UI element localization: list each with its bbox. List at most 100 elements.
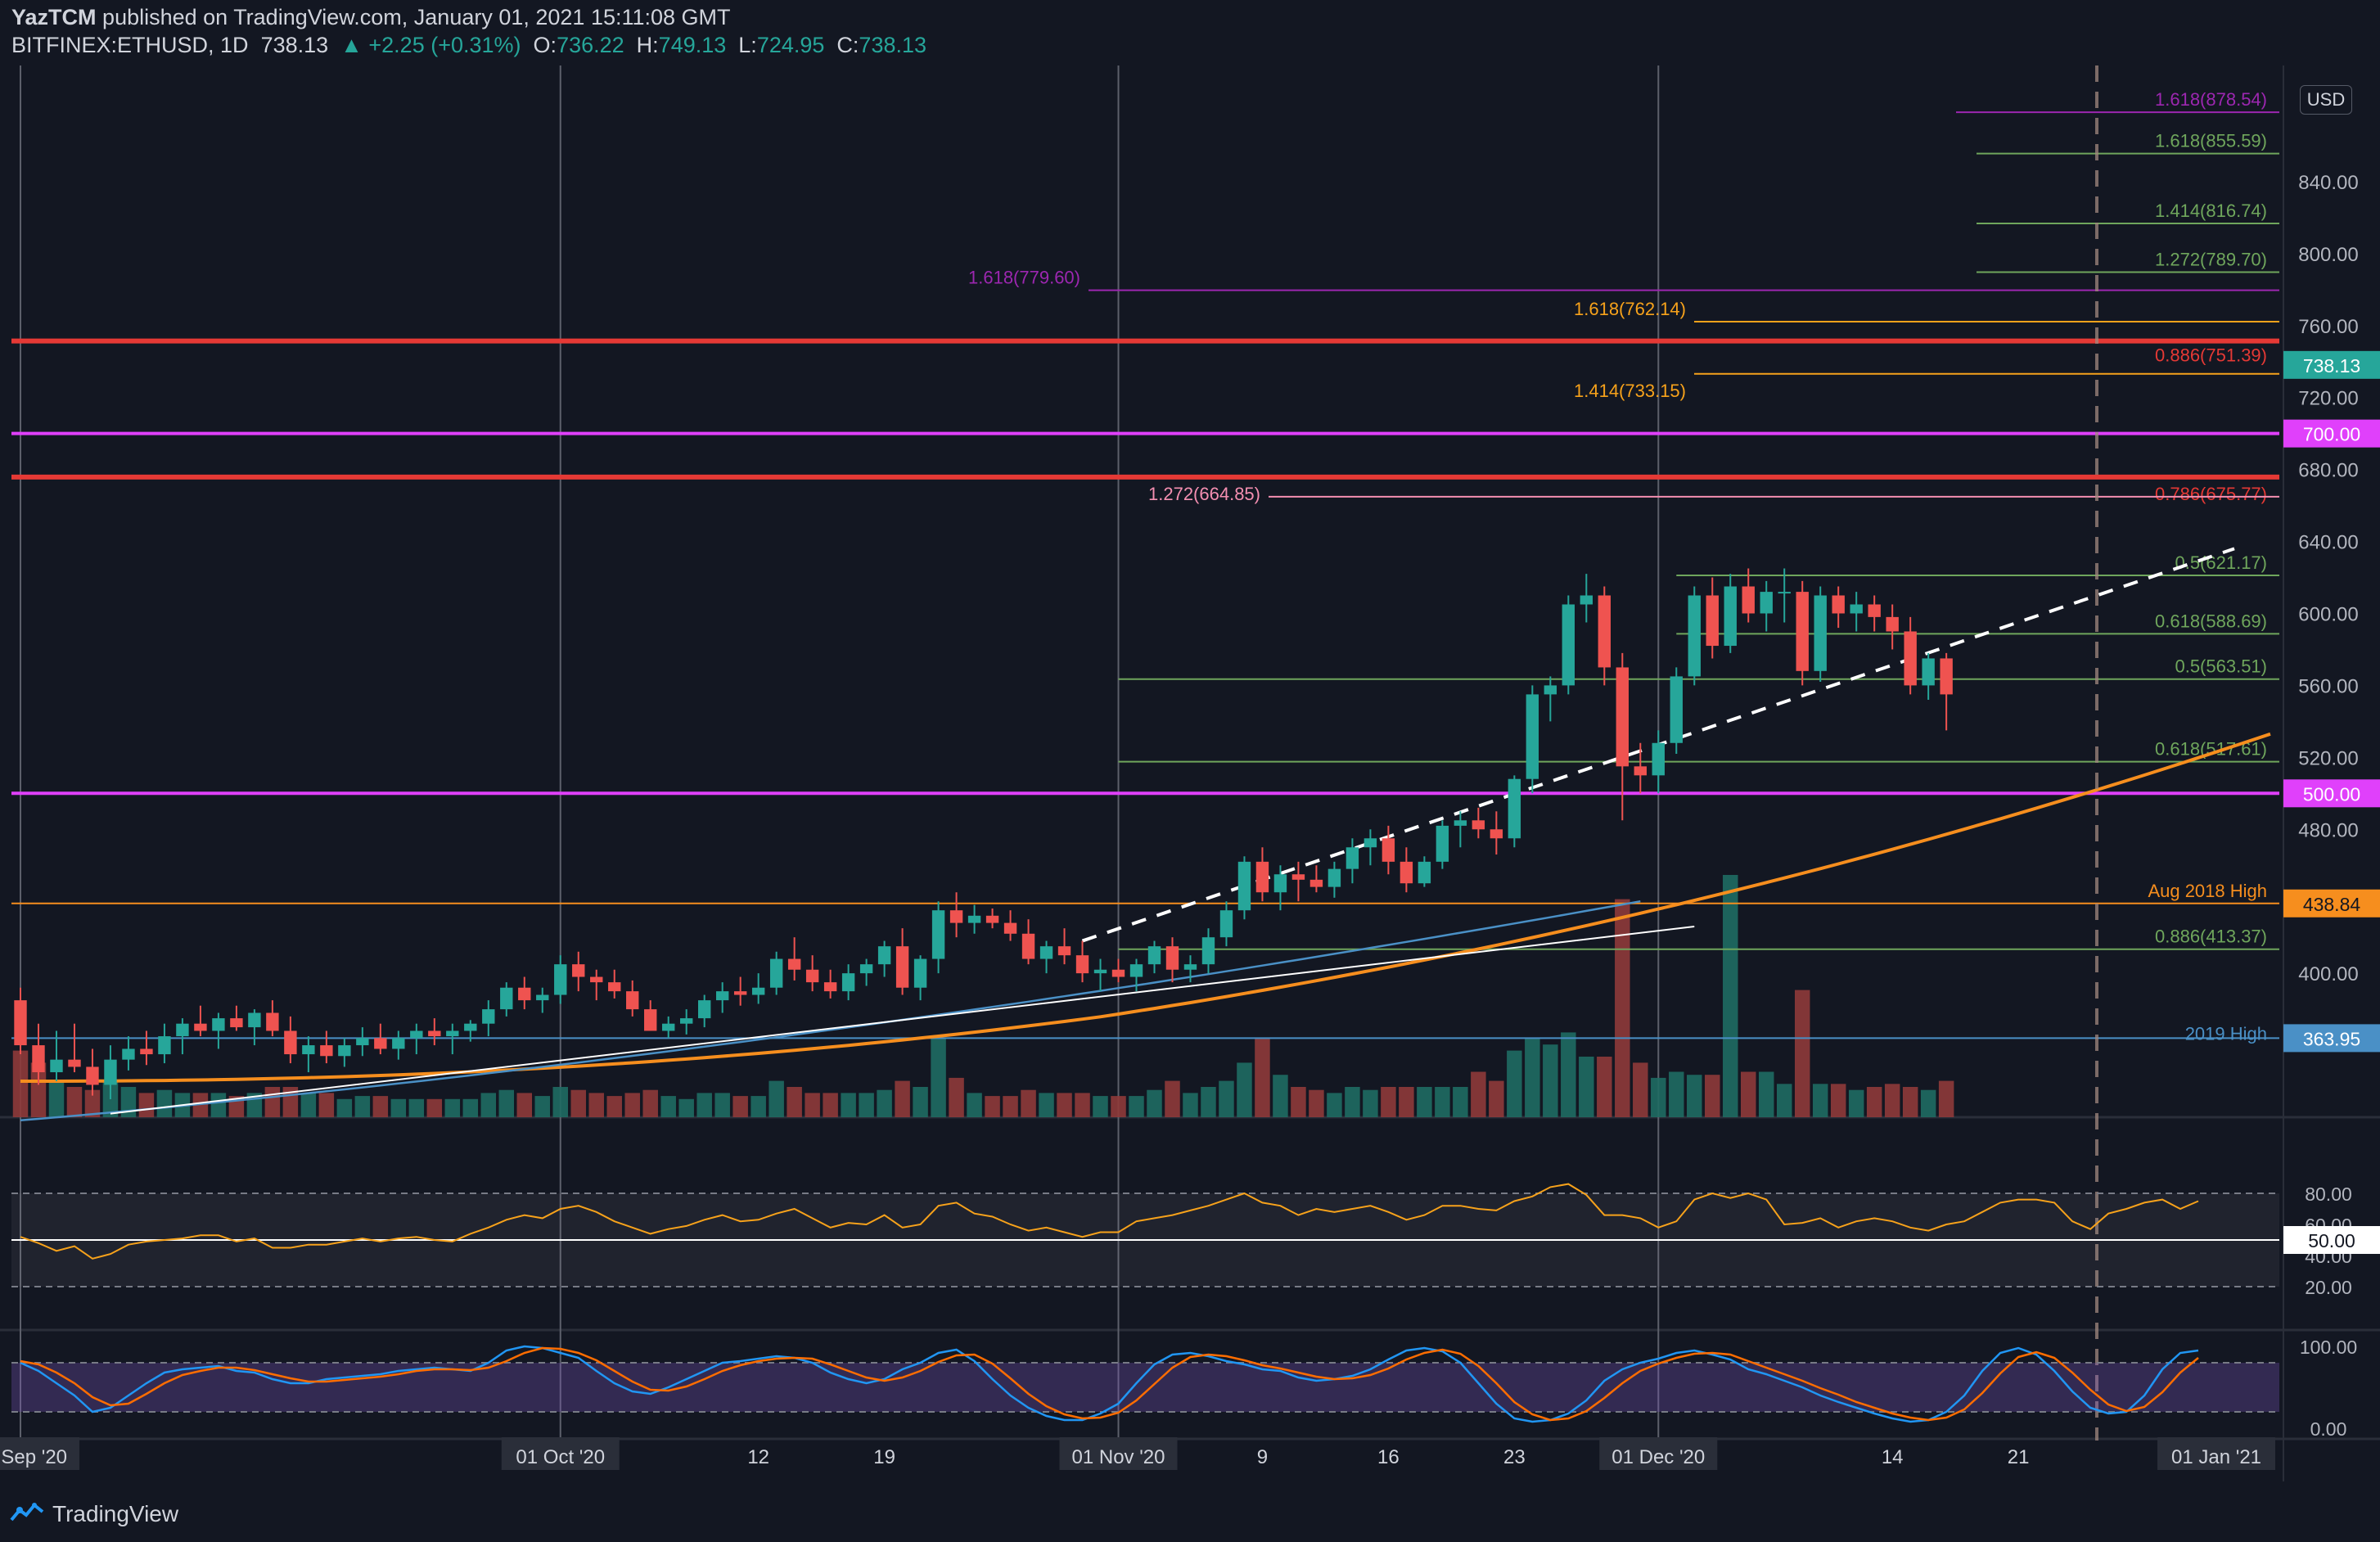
volume-bar bbox=[1273, 1075, 1288, 1117]
volume-bar bbox=[967, 1093, 982, 1117]
close-label: C: bbox=[836, 33, 859, 57]
candle-body bbox=[1580, 595, 1593, 605]
candle-body bbox=[446, 1030, 459, 1037]
publisher-name[interactable]: YazTCM bbox=[11, 5, 97, 29]
low-label: L: bbox=[738, 33, 757, 57]
candle-body bbox=[122, 1048, 135, 1060]
sma100-line bbox=[20, 732, 2271, 1083]
volume-bar bbox=[534, 1096, 551, 1117]
volume-bar bbox=[210, 1093, 227, 1117]
currency-button[interactable]: USD bbox=[2300, 85, 2352, 115]
candle-body bbox=[1652, 742, 1665, 776]
volume-bar bbox=[84, 1089, 101, 1117]
candle-body bbox=[32, 1045, 45, 1073]
sma200-line bbox=[20, 900, 1641, 1122]
volume-bar bbox=[1687, 1075, 1702, 1117]
published-text: published on TradingView.com, January 01… bbox=[102, 5, 731, 29]
candle-body bbox=[1796, 592, 1809, 671]
candle-body bbox=[1940, 658, 1953, 695]
candle-body bbox=[1922, 658, 1935, 686]
fib-level-label: 1.618(762.14) bbox=[1574, 299, 1686, 319]
volume-bar bbox=[1237, 1062, 1252, 1117]
candle-body bbox=[1255, 861, 1269, 893]
price-tag-label: 363.95 bbox=[2303, 1028, 2360, 1049]
candle-body bbox=[1219, 910, 1233, 938]
volume-bar bbox=[1848, 1089, 1864, 1117]
time-tag bbox=[2157, 1437, 2276, 1470]
candle-body bbox=[14, 1000, 27, 1046]
price-tick-label: 600.00 bbox=[2298, 603, 2358, 625]
volume-bar bbox=[1183, 1093, 1198, 1117]
candle-body bbox=[1508, 778, 1521, 839]
volume-bar bbox=[192, 1093, 209, 1117]
candle-body bbox=[1165, 946, 1179, 970]
fib-level-label: 1.414(733.15) bbox=[1574, 381, 1686, 401]
candle-body bbox=[733, 991, 747, 995]
candle-body bbox=[482, 1009, 495, 1024]
candle-body bbox=[1400, 861, 1413, 884]
candle-body bbox=[805, 969, 819, 983]
fib-level-label: 0.786(675.77) bbox=[2155, 484, 2267, 504]
symbol-legend: BITFINEX:ETHUSD, 1D 738.13 ▲ +2.25 (+0.3… bbox=[11, 33, 926, 58]
candle-body bbox=[1201, 937, 1215, 965]
fib-level-label: 0.886(751.39) bbox=[2155, 345, 2267, 366]
candle-body bbox=[1760, 592, 1773, 614]
fib-level-label: 1.272(789.70) bbox=[2155, 249, 2267, 269]
volume-bar bbox=[1147, 1089, 1162, 1117]
time-axis-label: 14 bbox=[1882, 1446, 1904, 1468]
volume-bar bbox=[66, 1087, 83, 1117]
candle-body bbox=[680, 1018, 693, 1024]
volume-bar bbox=[1111, 1096, 1126, 1117]
candle-body bbox=[931, 910, 945, 959]
volume-bar bbox=[1363, 1089, 1378, 1117]
price-tag-label: 700.00 bbox=[2303, 424, 2360, 445]
volume-bar bbox=[1866, 1087, 1882, 1117]
candle-body bbox=[949, 910, 963, 923]
tradingview-brand[interactable]: TradingView bbox=[10, 1501, 178, 1527]
candle-body bbox=[967, 915, 981, 923]
volume-bar bbox=[823, 1093, 838, 1117]
volume-bar bbox=[678, 1098, 694, 1117]
candle-body bbox=[1526, 694, 1539, 779]
fib-level-label: 2019 High bbox=[2185, 1023, 2267, 1044]
close-value: 738.13 bbox=[859, 33, 927, 57]
price-tick-label: 640.00 bbox=[2298, 532, 2358, 554]
candle-body bbox=[338, 1045, 351, 1057]
volume-bar bbox=[913, 1087, 928, 1117]
publisher-line: YazTCM published on TradingView.com, Jan… bbox=[11, 5, 731, 30]
candle-body bbox=[751, 987, 765, 995]
candle-body bbox=[266, 1012, 279, 1031]
price-tick-label: 760.00 bbox=[2298, 316, 2358, 338]
volume-bar bbox=[931, 1038, 946, 1117]
volume-bar bbox=[1884, 1084, 1900, 1117]
time-tag bbox=[1059, 1437, 1178, 1470]
price-tag-label: 438.84 bbox=[2303, 894, 2361, 915]
candle-body bbox=[320, 1045, 333, 1057]
symbol-name[interactable]: BITFINEX:ETHUSD, 1D bbox=[11, 33, 249, 57]
candle-body bbox=[1075, 955, 1089, 974]
stoch-band bbox=[11, 1363, 2279, 1412]
volume-bar bbox=[462, 1098, 479, 1117]
rsi-tag-label: 50.00 bbox=[2308, 1230, 2355, 1251]
price-tag bbox=[2283, 779, 2380, 808]
volume-bar bbox=[1723, 875, 1738, 1117]
volume-bar bbox=[30, 1062, 47, 1117]
candle-body bbox=[464, 1023, 477, 1031]
volume-bar bbox=[1579, 1057, 1594, 1117]
volume-bar bbox=[642, 1089, 658, 1117]
volume-bar bbox=[1255, 1038, 1270, 1117]
volume-bar bbox=[390, 1098, 407, 1117]
volume-bar bbox=[769, 1080, 784, 1117]
candle-body bbox=[1904, 631, 1917, 686]
volume-bar bbox=[1651, 1077, 1666, 1117]
candle-body bbox=[1237, 861, 1251, 911]
volume-bar bbox=[1758, 1071, 1774, 1117]
price-tick-label: 520.00 bbox=[2298, 747, 2358, 769]
candle-body bbox=[554, 964, 567, 995]
candle-body bbox=[1544, 685, 1557, 695]
candle-body bbox=[194, 1023, 207, 1031]
volume-bar bbox=[1489, 1080, 1504, 1117]
volume-bar bbox=[444, 1098, 461, 1117]
candle-body bbox=[644, 1009, 657, 1031]
